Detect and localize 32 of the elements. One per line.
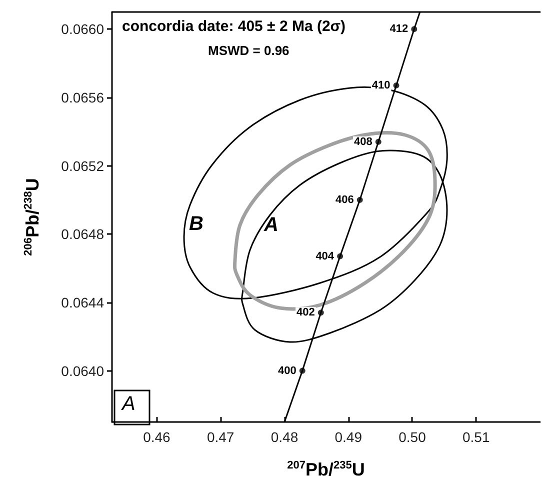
x-tick-label: 0.49 [334,429,362,445]
y-tick-label: 0.0656 [61,89,104,106]
x-tick-label: 0.48 [270,429,298,445]
annotation: 406 [335,194,354,206]
point [393,82,400,88]
annotation: B [189,213,204,235]
annotation: 410 [372,79,390,92]
point [299,368,306,374]
y-tick-label: 0.0648 [61,226,104,242]
point [318,310,324,316]
y-tick-label: 0.0652 [61,158,104,174]
y-tick-label: 0.0660 [61,21,104,38]
y-axis-title: 206Pb/238U [22,178,42,256]
y-tick-label: 0.0640 [61,362,104,379]
y-tick-label: 0.0644 [61,294,104,310]
point [356,196,363,203]
point [411,26,418,32]
annotation: MSWD = 0.96 [208,43,290,58]
point [375,138,382,145]
x-tick-label: 0.46 [143,429,171,445]
annotation: 400 [278,364,296,377]
text: A [121,393,136,415]
annotation: 408 [354,136,372,148]
annotation: A [263,214,278,236]
point [337,253,344,260]
annotation: 412 [390,23,408,36]
annotation: 404 [316,250,335,262]
x-tick-label: 0.51 [462,429,490,445]
x-tick-label: 0.47 [206,429,234,445]
x-tick-label: 0.50 [398,429,426,445]
annotation: 402 [296,306,315,319]
annotation: concordia date: 405 ± 2 Ma (2σ) [122,18,346,35]
